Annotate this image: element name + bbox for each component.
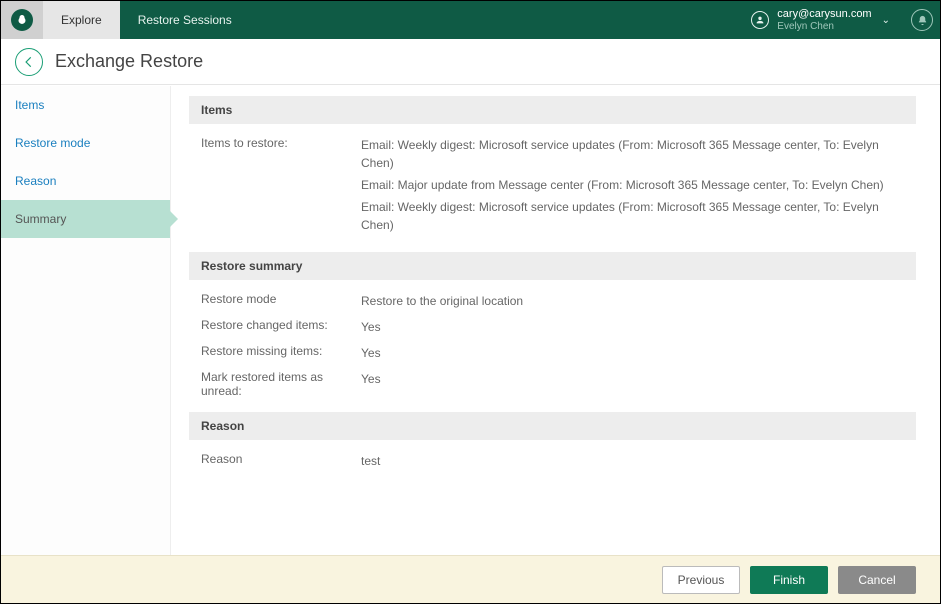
previous-button[interactable]: Previous: [662, 566, 740, 594]
restore-item-line: Email: Weekly digest: Microsoft service …: [361, 198, 904, 234]
summary-row-restore-changed: Restore changed items: Yes: [189, 314, 916, 340]
button-label: Previous: [678, 573, 725, 587]
title-row: Exchange Restore: [1, 39, 940, 85]
bell-icon: [911, 9, 933, 31]
section-gap: [189, 242, 916, 252]
sidebar-item-restore-mode[interactable]: Restore mode: [1, 124, 170, 162]
row-label: Restore missing items:: [201, 344, 361, 362]
summary-row-reason: Reason test: [189, 448, 916, 474]
row-label: Restore mode: [201, 292, 361, 310]
arrow-left-icon: [22, 55, 36, 69]
cancel-button[interactable]: Cancel: [838, 566, 916, 594]
notifications-button[interactable]: [904, 1, 940, 39]
main-panel: Items Items to restore: Email: Weekly di…: [171, 86, 940, 555]
tab-restore-sessions[interactable]: Restore Sessions: [120, 1, 250, 39]
tab-explore[interactable]: Explore: [43, 1, 120, 39]
top-bar: Explore Restore Sessions cary@carysun.co…: [1, 1, 940, 39]
wizard-sidebar: Items Restore mode Reason Summary: [1, 86, 171, 555]
sidebar-item-label: Items: [15, 98, 44, 112]
user-display-name: Evelyn Chen: [777, 21, 871, 32]
back-button[interactable]: [15, 48, 43, 76]
section-heading-restore-summary: Restore summary: [189, 252, 916, 280]
sidebar-item-reason[interactable]: Reason: [1, 162, 170, 200]
app-logo-icon: [11, 9, 33, 31]
section-gap: [189, 402, 916, 412]
summary-row-restore-missing: Restore missing items: Yes: [189, 340, 916, 366]
restore-item-line: Email: Major update from Message center …: [361, 176, 904, 194]
user-email: cary@carysun.com: [777, 8, 871, 20]
summary-row-restore-mode: Restore mode Restore to the original loc…: [189, 288, 916, 314]
button-label: Cancel: [858, 573, 895, 587]
user-text: cary@carysun.com Evelyn Chen: [777, 8, 871, 31]
sidebar-item-label: Reason: [15, 174, 56, 188]
tab-explore-label: Explore: [61, 13, 102, 27]
summary-row-mark-unread: Mark restored items as unread: Yes: [189, 366, 916, 402]
restore-item-line: Email: Weekly digest: Microsoft service …: [361, 136, 904, 172]
summary-row-items-to-restore: Items to restore: Email: Weekly digest: …: [189, 132, 916, 242]
content-area: Items Restore mode Reason Summary Items …: [1, 86, 940, 555]
row-label: Mark restored items as unread:: [201, 370, 361, 398]
row-value-items: Email: Weekly digest: Microsoft service …: [361, 136, 904, 238]
row-label: Reason: [201, 452, 361, 470]
sidebar-item-label: Restore mode: [15, 136, 90, 150]
row-value: Yes: [361, 344, 904, 362]
row-value: Yes: [361, 318, 904, 336]
topbar-spacer: [250, 1, 738, 39]
user-icon: [751, 11, 769, 29]
row-value: Yes: [361, 370, 904, 398]
section-heading-reason: Reason: [189, 412, 916, 440]
page-title: Exchange Restore: [55, 51, 203, 72]
sidebar-item-label: Summary: [15, 212, 66, 226]
footer-bar: Previous Finish Cancel: [1, 555, 940, 603]
button-label: Finish: [773, 573, 805, 587]
sidebar-item-items[interactable]: Items: [1, 86, 170, 124]
section-heading-items: Items: [189, 96, 916, 124]
row-label: Items to restore:: [201, 136, 361, 238]
finish-button[interactable]: Finish: [750, 566, 828, 594]
tab-restore-sessions-label: Restore Sessions: [138, 13, 232, 27]
row-label: Restore changed items:: [201, 318, 361, 336]
chevron-down-icon: ⌄: [882, 15, 890, 26]
row-value: test: [361, 452, 904, 470]
sidebar-item-summary[interactable]: Summary: [1, 200, 170, 238]
user-menu[interactable]: cary@carysun.com Evelyn Chen ⌄: [737, 1, 904, 39]
app-logo[interactable]: [1, 1, 43, 39]
row-value: Restore to the original location: [361, 292, 904, 310]
